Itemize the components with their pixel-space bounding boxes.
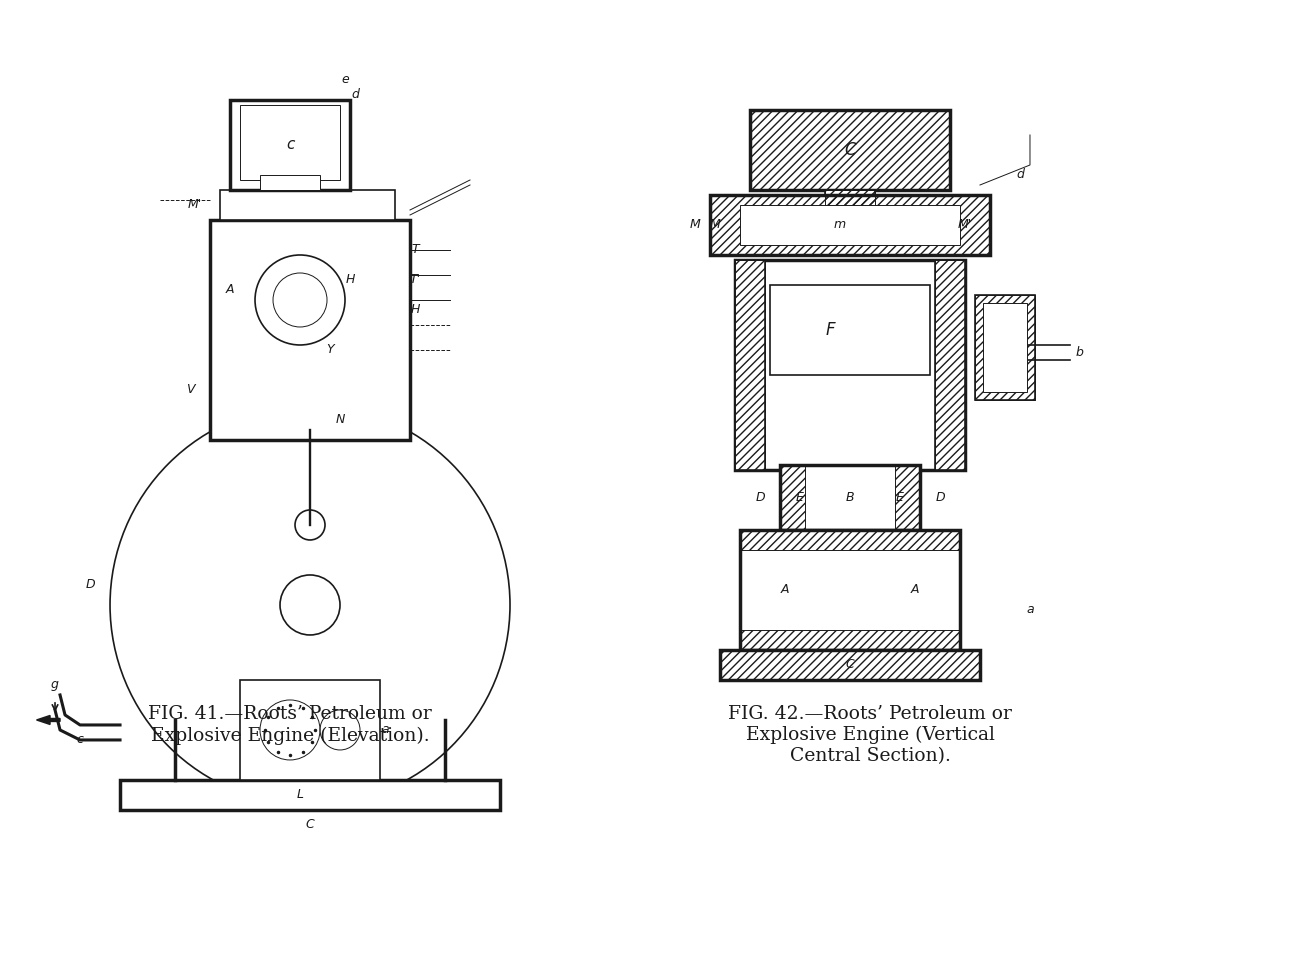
Text: T: T — [411, 244, 419, 256]
Text: d: d — [351, 89, 359, 101]
Text: D: D — [935, 491, 945, 505]
Bar — [750, 110, 950, 190]
Text: E: E — [896, 491, 903, 505]
Bar — [240, 105, 341, 180]
Text: Image ID: 2H25DD5: Image ID: 2H25DD5 — [1096, 893, 1248, 907]
Text: K: K — [1000, 358, 1010, 373]
Text: g: g — [51, 679, 58, 691]
Text: M': M' — [958, 219, 972, 231]
Bar — [935, 260, 965, 470]
Text: C: C — [306, 818, 315, 832]
Bar — [734, 260, 764, 470]
Text: c: c — [77, 733, 83, 747]
Bar — [710, 195, 991, 255]
Bar — [780, 465, 920, 530]
Bar — [260, 175, 320, 190]
Text: m: m — [833, 219, 846, 231]
Bar — [750, 110, 950, 190]
Bar — [734, 260, 965, 470]
Text: H: H — [346, 273, 355, 287]
Bar — [975, 295, 1035, 400]
Bar — [710, 195, 991, 255]
Text: F: F — [826, 321, 835, 339]
Text: A: A — [911, 583, 919, 597]
Text: d: d — [1017, 168, 1024, 182]
Bar — [740, 205, 959, 245]
Text: www.alamy.com: www.alamy.com — [1110, 919, 1248, 933]
Bar — [740, 530, 959, 650]
Bar — [975, 295, 1035, 400]
Text: B: B — [846, 491, 854, 505]
Text: D: D — [86, 578, 95, 592]
Bar — [220, 190, 395, 220]
Bar — [935, 260, 965, 470]
Bar — [230, 100, 350, 190]
Text: E: E — [796, 491, 803, 505]
Text: I: I — [1002, 313, 1008, 328]
Bar — [720, 650, 980, 680]
Bar — [826, 190, 875, 220]
Text: D: D — [755, 491, 764, 505]
Text: L: L — [296, 789, 303, 801]
Text: c: c — [286, 138, 294, 153]
Bar — [983, 303, 1027, 392]
Text: alamy: alamy — [52, 899, 155, 927]
Text: e: e — [341, 74, 348, 86]
Bar — [740, 530, 959, 550]
Text: N: N — [335, 414, 345, 426]
Text: a: a — [381, 724, 389, 736]
Text: M: M — [710, 219, 720, 231]
Text: b: b — [1076, 346, 1084, 359]
FancyArrow shape — [36, 715, 60, 725]
Text: A: A — [781, 583, 789, 597]
Bar — [211, 220, 410, 440]
Text: V: V — [186, 383, 194, 397]
Text: C: C — [845, 659, 854, 671]
Text: T': T' — [410, 273, 420, 287]
Text: C: C — [844, 141, 855, 159]
Bar — [720, 650, 980, 680]
Bar — [740, 630, 959, 650]
Bar — [780, 465, 805, 530]
Bar — [770, 285, 929, 375]
Bar — [894, 465, 920, 530]
Bar — [240, 680, 380, 780]
Text: Y: Y — [326, 343, 334, 357]
Text: a: a — [1026, 603, 1034, 617]
Bar — [734, 260, 764, 470]
Text: FIG. 41.—Roots’ Petroleum or
Explosive Engine (Elevation).: FIG. 41.—Roots’ Petroleum or Explosive E… — [148, 706, 432, 745]
Text: FIG. 42.—Roots’ Petroleum or
Explosive Engine (Vertical
Central Section).: FIG. 42.—Roots’ Petroleum or Explosive E… — [728, 705, 1011, 765]
Text: H: H — [411, 303, 420, 316]
Bar — [826, 190, 875, 220]
Text: A: A — [226, 284, 234, 296]
Bar — [120, 780, 500, 810]
Text: M: M — [689, 219, 701, 231]
Text: M': M' — [188, 199, 202, 211]
